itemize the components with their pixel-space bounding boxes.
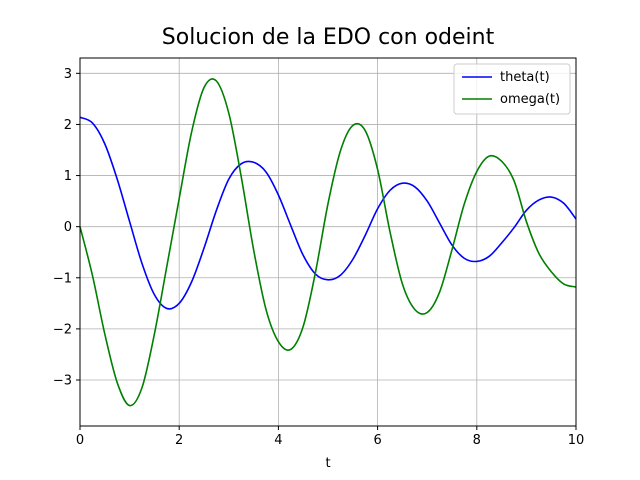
grid [79,58,577,426]
series-line-theta [79,116,577,310]
y-tick-label: 1 [64,169,72,184]
series-layer [79,78,577,407]
legend: theta(t) omega(t) [453,63,571,115]
x-tick-label: 0 [76,433,84,448]
plot-frame [79,57,577,427]
y-tick-label: 2 [64,118,72,133]
y-tick-label: −2 [53,322,72,337]
x-tick-label: 2 [175,433,183,448]
x-tick-label: 4 [274,433,282,448]
y-tick-label: −3 [53,374,72,389]
x-tick-label: 10 [568,433,585,448]
y-tick-label: −1 [53,271,72,286]
series-line-omega [79,78,577,407]
y-tick-label: 3 [64,67,72,82]
x-tick-label: 8 [473,433,481,448]
chart-title: Solucion de la EDO con odeint [162,25,495,50]
x-axis-label: t [325,456,330,471]
y-tick-label: 0 [64,220,72,235]
x-tick-label: 6 [373,433,381,448]
legend-label-omega: omega(t) [500,92,560,107]
legend-label-theta: theta(t) [500,70,550,85]
ticks: 0 2 4 6 8 10 −3 −2 −1 0 1 2 3 [53,67,584,448]
